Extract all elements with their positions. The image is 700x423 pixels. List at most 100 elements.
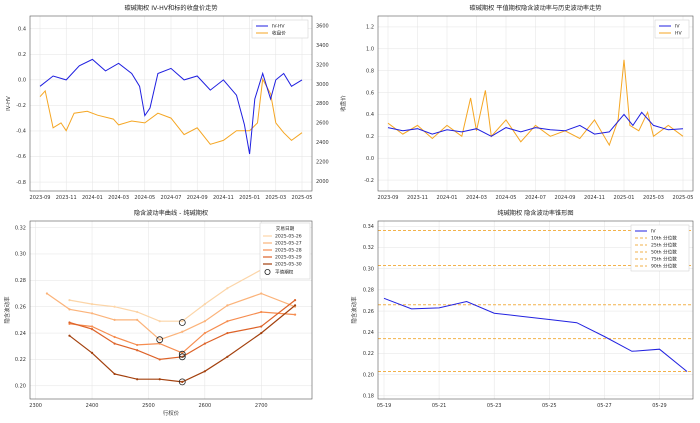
series-hv-line <box>387 59 684 147</box>
data-point <box>203 370 206 373</box>
legend-label: 2025-05-26 <box>275 234 302 240</box>
y-tick-label: 0.24 <box>363 330 374 336</box>
chart-iv-hv-price: 碳碱期权 IV-HV和标的收盘价走势 2023-09 2023-11 2024-01 2… <box>6 4 347 201</box>
plot-frame <box>377 15 694 192</box>
legend-label: 收盘价 <box>272 30 286 37</box>
y-tick-label: -0.2 <box>364 178 374 184</box>
data-point <box>68 321 71 324</box>
data-point <box>181 380 184 383</box>
x-tick-label: 2024-05 <box>134 195 155 201</box>
plot-frame <box>29 15 313 192</box>
x-tick-label: 2023-09 <box>378 195 399 201</box>
x-tick-label: 2025-05 <box>673 195 694 201</box>
x-tick-label: 2025-01 <box>614 195 635 201</box>
y-tick-label: 0.30 <box>15 252 26 258</box>
chart-iv-cone: 纯碱期权 隐含波动率锥形图 05-19 05-21 05-23 05-25 05-27 05… <box>350 209 694 409</box>
legend-label: 75th 分位数 <box>651 256 677 263</box>
data-point <box>90 312 94 315</box>
series-line <box>69 311 296 354</box>
y-tick-label: 0.32 <box>363 245 374 251</box>
x-tick-label: 2024-09 <box>187 195 208 201</box>
x-tick-label: 2024-01 <box>437 195 458 201</box>
y-tick-label: 0.24 <box>15 331 26 337</box>
x-tick-label: 2500 <box>142 403 155 409</box>
data-point <box>90 302 94 306</box>
y2-tick-label: 3400 <box>316 43 329 49</box>
legend-box <box>654 19 690 39</box>
y-tick-label: 0.20 <box>363 372 374 378</box>
legend-label: IV <box>651 229 656 235</box>
legend-label: 平值期权 <box>275 269 294 276</box>
y-axis-label: 隐含波动率 <box>350 296 358 324</box>
legend-label: IV-HV <box>272 24 285 30</box>
data-point <box>113 372 116 376</box>
data-point <box>158 320 161 323</box>
atm-marker <box>178 319 186 326</box>
data-point <box>226 331 229 335</box>
y-axis-label: 隐含波动率 <box>3 296 11 324</box>
series-iv-line <box>387 111 684 137</box>
x-tick-label: 05-29 <box>652 403 667 409</box>
y2-axis-label: 收盘价 <box>339 95 347 112</box>
legend-label: 2025-05-30 <box>275 262 302 268</box>
x-tick-label: 2025-05 <box>292 195 313 201</box>
data-point <box>181 330 184 333</box>
data-point <box>226 320 229 323</box>
legend-label: HV <box>675 31 682 37</box>
y-tick-label: 0.20 <box>15 384 26 390</box>
x-tick-label: 2024-09 <box>555 195 576 201</box>
legend-label: 2025-05-29 <box>275 255 302 261</box>
x-tick-label: 2024-03 <box>108 195 129 201</box>
data-point <box>203 302 206 306</box>
chart-title: 纯碱期权 隐含波动率锥形图 <box>497 209 573 217</box>
x-tick-label: 2023-11 <box>407 195 428 201</box>
y-tick-label: 0.4 <box>366 112 374 118</box>
x-tick-label: 2025-03 <box>265 195 286 201</box>
y-tick-label: 0.18 <box>363 394 374 400</box>
data-point <box>293 304 297 307</box>
data-point <box>226 287 229 290</box>
data-point <box>136 310 139 314</box>
y2-tick-label: 2400 <box>316 140 329 146</box>
data-point <box>260 325 263 328</box>
legend-label: 25th 分位数 <box>651 242 677 249</box>
chart-iv-smile: 隐含波动率曲线 - 纯碱期权 2300 2400 2500 2600 2700 0.32 0.… <box>3 209 313 417</box>
data-point <box>136 343 139 347</box>
data-point <box>68 334 71 337</box>
legend-label: 90th 分位数 <box>651 263 677 270</box>
x-tick-label: 2024-11 <box>213 195 234 201</box>
y-tick-label: 0.28 <box>363 288 374 294</box>
data-point <box>68 308 71 311</box>
data-point <box>293 299 297 302</box>
y-axis-label: IV-HV <box>6 96 12 111</box>
x-tick-label: 2025-03 <box>643 195 664 201</box>
x-tick-label: 2024-07 <box>525 195 546 201</box>
y-tick-label: -0.2 <box>16 103 26 109</box>
series-iv-line <box>383 297 688 372</box>
x-tick-label: 05-27 <box>597 403 612 409</box>
series-line <box>69 246 296 322</box>
x-tick-label: 05-23 <box>487 403 502 409</box>
y-tick-label: 0.22 <box>15 357 26 363</box>
y-tick-label: 1.0 <box>366 47 374 53</box>
x-tick-label: 05-25 <box>542 403 557 409</box>
data-point <box>260 310 263 314</box>
legend-box <box>630 224 690 272</box>
data-point <box>90 351 94 354</box>
y-tick-label: -0.4 <box>16 129 26 135</box>
chart-iv-hv-trend: 碳碱期权 平值期权隐含波动率与历史波动率走势 2023-09 2023-11 2024… <box>364 4 693 201</box>
data-point <box>158 378 161 381</box>
data-point <box>203 342 206 345</box>
series-line <box>69 304 296 383</box>
x-tick-label: 2024-01 <box>82 195 103 201</box>
data-point <box>136 318 139 321</box>
x-tick-label: 2300 <box>29 403 42 409</box>
y-tick-label: 0.30 <box>363 266 374 272</box>
x-tick-label: 2024-03 <box>466 195 487 201</box>
x-tick-label: 2023-11 <box>56 195 77 201</box>
data-point <box>203 331 206 335</box>
y-tick-label: -0.6 <box>16 154 26 160</box>
y-tick-label: 0.28 <box>15 278 26 284</box>
x-tick-label: 05-21 <box>432 403 447 409</box>
